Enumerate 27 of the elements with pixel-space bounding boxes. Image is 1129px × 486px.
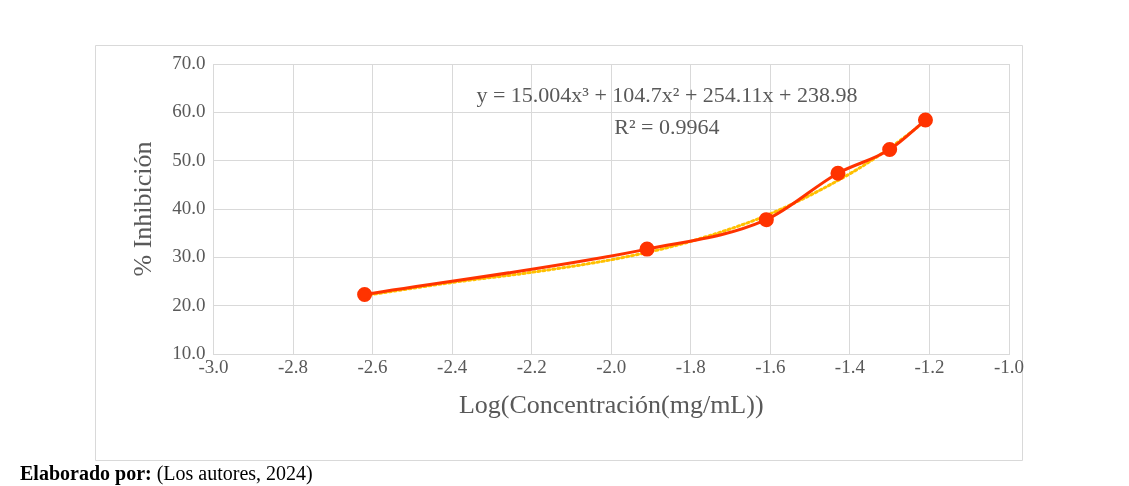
annotation: y = 15.004x³ + 104.7x² + 254.11x + 238.98 (476, 81, 858, 107)
x-tick-label: -2.6 (357, 356, 388, 378)
y-tick-label: 40.0 (172, 196, 206, 218)
x-axis-title: Log(Concentración(mg/mL)) (458, 390, 764, 420)
y-axis-title: % Inhibición (128, 141, 158, 277)
point (639, 241, 655, 257)
x-tick-label: -1.2 (914, 356, 945, 378)
x-tick-label: -2.4 (437, 356, 468, 378)
x-tick-label: -1.0 (993, 356, 1025, 378)
x-tick-label: -2.8 (277, 356, 309, 378)
point (830, 165, 846, 181)
x-tick-label: -1.8 (675, 356, 706, 378)
x-tick-label: -1.6 (755, 356, 786, 378)
x-tick-label: -1.4 (834, 356, 866, 378)
text: Elaborado por: (Los autores, 2024) (20, 462, 313, 486)
x-tick-label: -2.2 (516, 356, 547, 378)
point (882, 142, 898, 158)
y-tick-label: 50.0 (172, 148, 206, 170)
point (917, 112, 933, 128)
x-tick-label: -2.0 (596, 356, 627, 378)
point (758, 212, 774, 228)
y-tick-label: 30.0 (172, 245, 206, 267)
y-tick-label: 60.0 (172, 100, 206, 122)
annotation: R² = 0.9964 (614, 113, 720, 139)
y-tick-label: 70.0 (172, 51, 206, 73)
y-tick-label: 20.0 (172, 293, 206, 315)
point (357, 287, 373, 303)
